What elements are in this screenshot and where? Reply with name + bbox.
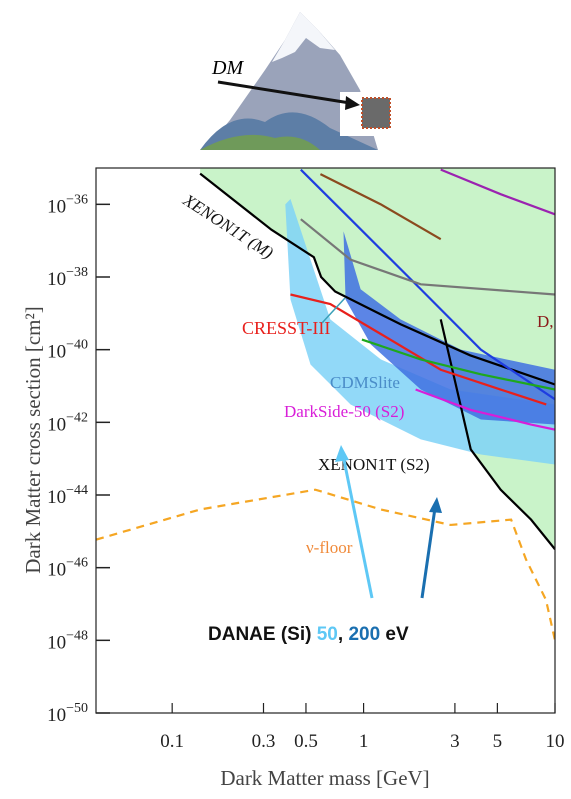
danae-threshold: 50 (317, 624, 338, 645)
y-tick-label: 10−38 (47, 265, 88, 290)
x-tick-label: 3 (450, 731, 460, 752)
danae-label: DANAE (Si) 50, 200 eV (208, 624, 409, 645)
arrow-head (335, 445, 349, 462)
x-tick-label: 10 (546, 731, 565, 752)
danae-separator: , (338, 624, 343, 645)
arrow (343, 455, 372, 598)
series-label: DarkSide-50 (S2) (284, 402, 404, 421)
arrow-head (429, 497, 442, 513)
y-tick-label: 10−40 (47, 338, 88, 363)
detector (362, 98, 390, 128)
y-tick-label: 10−48 (47, 628, 88, 653)
series-label: ν-floor (306, 538, 353, 557)
arrow (422, 508, 435, 598)
x-tick-label: 0.3 (252, 731, 276, 752)
illustration: DM (200, 12, 406, 150)
danae-name: DANAE (Si) (208, 624, 311, 645)
dm-label: DM (211, 57, 244, 79)
annotation: D, (537, 312, 554, 331)
x-tick-label: 5 (493, 731, 503, 752)
danae-threshold: 200 (348, 624, 380, 645)
x-tick-label: 0.5 (294, 731, 318, 752)
y-tick-label: 10−42 (47, 410, 88, 435)
series-label: CRESST-III (242, 318, 330, 338)
x-tick-label: 0.1 (160, 731, 184, 752)
y-tick-label: 10−50 (47, 701, 88, 726)
y-tick-label: 10−46 (47, 556, 88, 581)
figure: DM Dark Matter cross section [cm²] Dark … (0, 0, 571, 799)
y-tick-label: 10−44 (47, 483, 88, 508)
series-line (96, 490, 555, 641)
y-tick-label: 10−36 (47, 192, 88, 217)
series-label: XENON1T (S2) (318, 455, 430, 474)
y-axis-title: Dark Matter cross section [cm²] (21, 306, 45, 574)
danae-unit: eV (385, 624, 409, 645)
annotation: CDMSlite (330, 373, 400, 392)
x-tick-label: 1 (359, 731, 369, 752)
x-axis-title: Dark Matter mass [GeV] (220, 766, 429, 790)
